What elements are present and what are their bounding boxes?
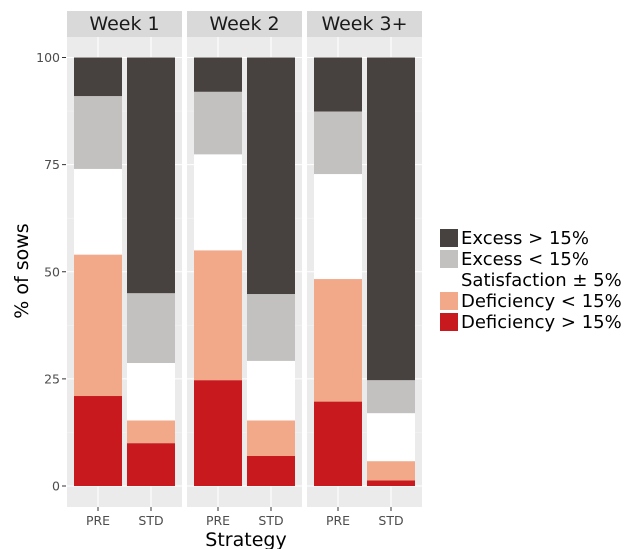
bar-segment xyxy=(314,401,362,486)
legend-key xyxy=(440,250,458,268)
x-tick-label: PRE xyxy=(326,513,350,528)
bar-segment xyxy=(247,360,295,421)
legend-label: Satisfaction ± 5% xyxy=(461,270,622,291)
facet-strip-label: Week 1 xyxy=(89,13,159,35)
bar-segment xyxy=(247,294,295,361)
x-tick-label: STD xyxy=(138,513,163,528)
bar-segment xyxy=(247,420,295,457)
bar-segment xyxy=(314,111,362,175)
legend: Excess > 15%Excess < 15%Satisfaction ± 5… xyxy=(440,228,622,333)
bar-segment xyxy=(247,456,295,486)
bar-segment xyxy=(367,380,415,414)
facet-strip-label: Week 3+ xyxy=(321,13,407,35)
facet-strip-label: Week 2 xyxy=(209,13,279,35)
legend-item: Satisfaction ± 5% xyxy=(440,270,622,291)
bar-segment xyxy=(74,57,122,97)
facet-strip xyxy=(307,11,422,37)
bar-segment xyxy=(247,57,295,295)
facet-panels: Week 1 PRE STD Week 2 PRE STD Week 3+ PRE STD xyxy=(67,11,422,528)
facet-strip xyxy=(187,11,302,37)
y-axis-title: % of sows xyxy=(11,223,33,318)
legend-item: Excess < 15% xyxy=(440,249,589,270)
facet-panel: Week 2 PRE STD xyxy=(187,11,302,528)
legend-item: Deficiency < 15% xyxy=(440,291,622,312)
bar-segment xyxy=(127,57,175,294)
bar-segment xyxy=(314,279,362,402)
bar-segment xyxy=(127,420,175,444)
bar-segment xyxy=(74,396,122,486)
x-axis-title: Strategy xyxy=(205,529,286,549)
legend-label: Deficiency < 15% xyxy=(461,291,622,312)
bar-segment xyxy=(367,57,415,381)
x-tick-label: PRE xyxy=(206,513,230,528)
facet-panel: Week 1 PRE STD xyxy=(67,11,182,528)
bar-segment xyxy=(194,57,242,92)
x-tick-label: STD xyxy=(258,513,283,528)
legend-label: Excess > 15% xyxy=(461,228,589,249)
bar-segment xyxy=(74,168,122,255)
legend-label: Deficiency > 15% xyxy=(461,312,622,333)
bar-segment xyxy=(194,250,242,381)
facet-strip xyxy=(67,11,182,37)
bar-segment xyxy=(367,461,415,481)
bar-segment xyxy=(367,413,415,462)
legend-item: Deficiency > 15% xyxy=(440,312,622,333)
bar-segment xyxy=(314,57,362,112)
y-axis: 0 25 50 75 100 xyxy=(36,50,66,494)
legend-label: Excess < 15% xyxy=(461,249,589,270)
bar-segment xyxy=(194,154,242,251)
y-tick-label: 25 xyxy=(44,371,60,386)
bar-segment xyxy=(127,443,175,486)
legend-key xyxy=(440,229,458,247)
facet-panel: Week 3+ PRE STD xyxy=(307,11,422,528)
y-tick-label: 75 xyxy=(44,157,60,172)
legend-key xyxy=(440,271,458,289)
x-tick-label: PRE xyxy=(86,513,110,528)
bar-segment xyxy=(194,380,242,486)
legend-item: Excess > 15% xyxy=(440,228,589,249)
bar-segment xyxy=(194,91,242,155)
y-tick-label: 50 xyxy=(44,264,60,279)
legend-key xyxy=(440,313,458,331)
bar-segment xyxy=(127,293,175,364)
bar-segment xyxy=(74,254,122,397)
y-tick-label: 0 xyxy=(52,479,60,494)
legend-key xyxy=(440,292,458,310)
x-tick-label: STD xyxy=(378,513,403,528)
bar-segment xyxy=(314,174,362,280)
bar-segment xyxy=(74,96,122,169)
bar-segment xyxy=(367,480,415,486)
bar-segment xyxy=(127,363,175,421)
y-tick-label: 100 xyxy=(36,50,60,65)
